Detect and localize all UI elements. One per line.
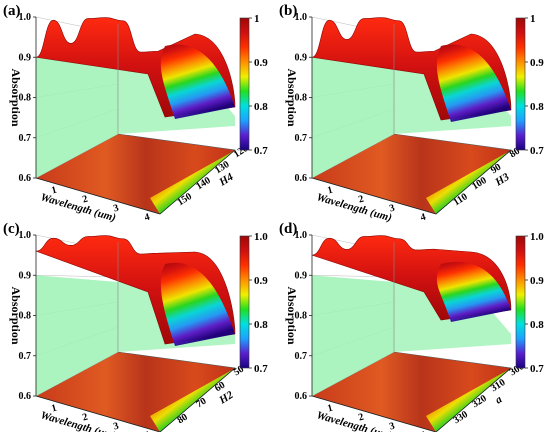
y-tick-label: 0.9 (19, 52, 32, 63)
param-axis-line (159, 367, 236, 432)
chart-panel-3: 0.60.70.80.91.0Absorption1234Wavelength … (279, 221, 544, 432)
y-axis-label: Absorption (9, 286, 23, 344)
y-tick-label: 0.7 (295, 351, 308, 362)
colorbar-tick-label: 0.9 (530, 57, 544, 69)
panel-label: (c) (3, 221, 20, 237)
y-tick-label: 1.0 (295, 12, 308, 23)
colorbar-tick-label: 0.8 (530, 101, 544, 113)
y-tick-label: 0.7 (295, 133, 308, 144)
x-tick-label: 1 (50, 185, 58, 197)
grid-line (35, 275, 119, 278)
x-tick-label: 3 (388, 421, 396, 432)
param-axis-line (435, 149, 512, 215)
side-wall (312, 275, 394, 396)
x-tick-label: 2 (81, 194, 89, 206)
side-wall (36, 57, 118, 178)
y-axis-label: Absorption (285, 286, 299, 344)
colorbar-tick-label: 0.7 (530, 145, 544, 157)
x-tick-label: 1 (50, 403, 58, 415)
floor-color-band (150, 150, 235, 214)
surface-color-band (160, 44, 235, 119)
y-tick-label: 0.7 (19, 133, 32, 144)
colorbar-tick-label: 0.8 (254, 319, 268, 331)
chart-panel-1: 0.60.70.80.91.0Absorption1234Wavelength … (279, 3, 544, 224)
colorbar-tick-label: 1.0 (530, 231, 544, 243)
y-tick-label: 0.8 (19, 93, 32, 104)
param-tick-label: 80 (175, 412, 189, 427)
colorbar-tick-label: 1 (530, 13, 536, 25)
colorbar-tick-label: 0.7 (254, 145, 268, 157)
x-tick-label: 4 (143, 212, 151, 224)
colorbar-tick-label: 0.9 (530, 275, 544, 287)
floor-color-band (426, 368, 511, 432)
colorbar-tick-label: 0.8 (254, 101, 268, 113)
y-tick-label: 1.0 (295, 230, 308, 241)
x-tick-label: 4 (419, 430, 427, 432)
side-wall (312, 57, 394, 178)
y-tick-label: 0.9 (19, 270, 32, 281)
param-tick-label: 60 (213, 380, 227, 395)
y-tick-label: 0.6 (19, 391, 32, 402)
x-tick-label: 3 (388, 203, 396, 215)
y-tick-label: 0.9 (295, 52, 308, 63)
y-axis-label: Absorption (9, 68, 23, 126)
x-tick-label: 3 (112, 203, 120, 215)
chart-panel-0: 0.60.70.80.91.0Absorption1234Wavelength … (3, 3, 268, 224)
x-axis-line (311, 177, 437, 215)
y-tick-label: 0.8 (19, 311, 32, 322)
x-tick-label: 2 (81, 412, 89, 424)
param-axis-label: a (493, 393, 504, 406)
colorbar-tick-label: 0.9 (254, 57, 268, 69)
y-tick-label: 0.6 (295, 173, 308, 184)
panel-label: (d) (279, 221, 297, 237)
x-tick-label: 3 (112, 421, 120, 432)
chart-panel-2: 0.60.70.80.91.0Absorption1234Wavelength … (3, 221, 268, 432)
y-tick-label: 0.6 (295, 391, 308, 402)
floor-color-band (426, 150, 511, 214)
colorbar (515, 17, 526, 151)
colorbar-tick-label: 0.7 (530, 363, 544, 375)
colorbar (239, 17, 250, 151)
y-axis-label: Absorption (285, 68, 299, 126)
param-tick-label: 90 (489, 162, 503, 177)
colorbar-tick-label: 1.0 (254, 231, 268, 243)
y-tick-label: 0.7 (19, 351, 32, 362)
y-tick-label: 0.8 (295, 93, 308, 104)
surface-color-band (436, 261, 511, 322)
x-axis-line (311, 395, 437, 432)
colorbar (239, 235, 250, 369)
x-tick-label: 4 (419, 212, 427, 224)
surface-color-band (436, 44, 511, 122)
x-tick-label: 2 (357, 194, 365, 206)
param-axis-line (435, 367, 512, 432)
x-axis-line (35, 177, 161, 215)
y-tick-label: 1.0 (19, 12, 32, 23)
side-wall (36, 275, 118, 396)
x-tick-label: 1 (326, 185, 334, 197)
y-tick-label: 0.8 (295, 311, 308, 322)
surface-color-band (160, 262, 235, 346)
param-tick-label: 70 (194, 396, 208, 411)
x-axis-line (35, 395, 161, 432)
panel-label: (b) (279, 3, 297, 19)
x-tick-label: 1 (326, 403, 334, 415)
y-tick-label: 1.0 (19, 230, 32, 241)
floor-color-band (150, 368, 235, 432)
param-axis-line (159, 149, 236, 215)
x-tick-label: 4 (143, 430, 151, 432)
x-tick-label: 2 (357, 412, 365, 424)
y-tick-label: 0.6 (19, 173, 32, 184)
colorbar (515, 235, 526, 369)
colorbar-tick-label: 1 (254, 13, 260, 25)
panel-label: (a) (3, 3, 21, 19)
colorbar-tick-label: 0.8 (530, 319, 544, 331)
y-tick-label: 0.9 (295, 270, 308, 281)
colorbar-tick-label: 0.7 (254, 363, 268, 375)
colorbar-tick-label: 0.9 (254, 275, 268, 287)
